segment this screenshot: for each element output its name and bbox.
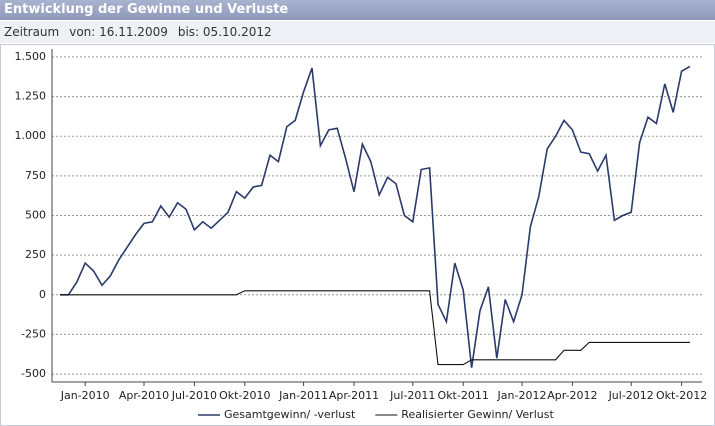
x-tick-label: Okt-2011 [438, 389, 489, 402]
y-tick-label: 1.500 [15, 50, 47, 63]
y-tick-label: 750 [25, 169, 46, 182]
chart: 1.500 1.250 1.000 750 500 250 0 -250 -500 Jan-201… [0, 44, 715, 426]
series-line [60, 65, 691, 368]
header-title: Entwicklung der Gewinne und Verluste [0, 0, 715, 20]
y-tick-label: 250 [25, 248, 46, 261]
x-tick-label: Jul-2011 [389, 389, 435, 402]
legend-label: Realisierter Gewinn/ Verlust [401, 408, 554, 421]
x-tick-label: Okt-2010 [219, 389, 270, 402]
x-tick-label: Apr-2011 [329, 389, 379, 402]
x-tick-label: Jul-2010 [171, 389, 217, 402]
x-tick-label: Okt-2012 [656, 389, 707, 402]
y-tick-label: 1.250 [15, 90, 47, 103]
x-tick-label: Jan-2011 [278, 389, 328, 402]
x-tick-label: Apr-2012 [547, 389, 597, 402]
series-line [60, 290, 690, 366]
y-tick-label: 1.000 [15, 129, 47, 142]
legend-label: Gesamtgewinn/ -verlust [224, 408, 356, 421]
y-tick-label: 500 [25, 209, 46, 222]
x-tick-label: Apr-2010 [119, 389, 169, 402]
x-tick-label: Jul-2012 [608, 389, 654, 402]
period-to: bis: 05.10.2012 [177, 25, 272, 39]
x-tick-label: Jan-2012 [497, 389, 547, 402]
period-label: Zeitraum [4, 25, 60, 39]
y-tick-label: -500 [21, 367, 46, 380]
y-tick-label: -250 [21, 327, 46, 340]
period: Zeitraum von: 16.11.2009 bis: 05.10.2012 [0, 21, 715, 43]
x-tick-label: Jan-2010 [60, 389, 110, 402]
period-from: von: 16.11.2009 [69, 25, 168, 39]
y-tick-label: 0 [39, 288, 46, 301]
chart-frame [0, 44, 715, 426]
